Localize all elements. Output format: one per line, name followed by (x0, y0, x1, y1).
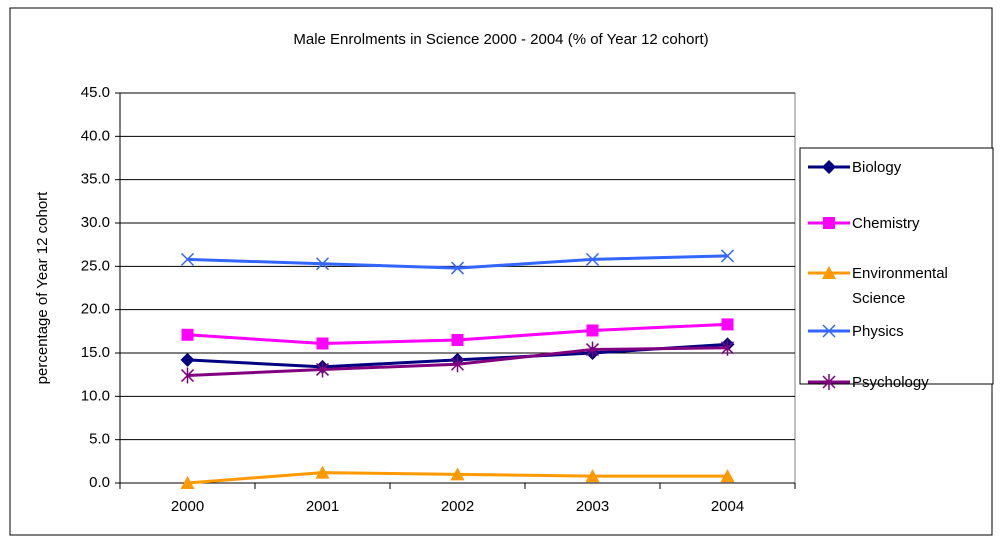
legend-label: Chemistry (852, 215, 920, 232)
marker (450, 467, 465, 481)
marker (316, 337, 329, 350)
marker (721, 318, 734, 331)
marker (450, 356, 465, 373)
marker (720, 469, 735, 483)
marker (181, 328, 194, 341)
y-tick-label: 20.0 (81, 301, 110, 318)
legend-label: Biology (852, 159, 902, 176)
marker (180, 252, 195, 266)
y-tick-label: 0.0 (89, 474, 110, 491)
y-tick-label: 10.0 (81, 387, 110, 404)
marker (450, 261, 465, 275)
marker (585, 252, 600, 266)
marker (315, 361, 330, 378)
y-axis-label: percentage of Year 12 cohort (34, 191, 51, 384)
marker (720, 249, 735, 263)
marker (180, 367, 195, 384)
y-tick-label: 15.0 (81, 344, 110, 361)
marker (585, 341, 600, 358)
x-tick-label: 2001 (306, 498, 339, 515)
plot-area (119, 92, 796, 484)
marker (586, 324, 599, 337)
x-tick-label: 2002 (441, 498, 474, 515)
y-tick-label: 25.0 (81, 257, 110, 274)
marker (822, 266, 836, 279)
y-tick-label: 30.0 (81, 214, 110, 231)
chart-title: Male Enrolments in Science 2000 - 2004 (… (293, 31, 708, 48)
marker (822, 374, 836, 390)
marker (822, 160, 836, 174)
marker (315, 465, 330, 479)
y-tick-label: 35.0 (81, 171, 110, 188)
marker (823, 217, 835, 229)
marker (451, 334, 464, 346)
marker (180, 352, 195, 367)
marker (822, 324, 836, 338)
x-tick-label: 2004 (711, 498, 744, 515)
x-tick-label: 2003 (576, 498, 609, 515)
legend-label: Physics (852, 323, 904, 340)
marker (585, 469, 600, 483)
y-tick-label: 5.0 (89, 431, 110, 448)
y-tick-label: 40.0 (81, 127, 110, 144)
marker (315, 257, 330, 271)
marker (720, 339, 735, 356)
x-tick-label: 2000 (171, 498, 204, 515)
marker (180, 476, 195, 489)
legend-label: Psychology (852, 374, 929, 391)
legend-box (799, 147, 994, 385)
y-tick-label: 45.0 (81, 84, 110, 101)
legend-label: Environmental Science (852, 265, 948, 307)
